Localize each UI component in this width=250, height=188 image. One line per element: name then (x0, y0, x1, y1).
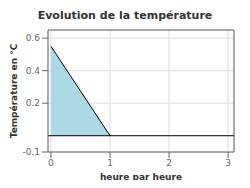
svg-text:heure par heure: heure par heure (100, 172, 182, 180)
svg-text:1: 1 (107, 158, 113, 168)
svg-text:0.6: 0.6 (26, 33, 41, 43)
svg-text:0.2: 0.2 (26, 98, 40, 108)
svg-text:3: 3 (225, 158, 231, 168)
html-text:Evolution de la température: Evolution de la température (37, 9, 213, 22)
svg-text:2: 2 (166, 158, 172, 168)
svg-text:-0.1: -0.1 (22, 147, 40, 157)
svg-text:0.4: 0.4 (26, 66, 41, 76)
svg-text:0: 0 (48, 158, 54, 168)
svg-text:Température en °C: Température en °C (9, 43, 19, 138)
